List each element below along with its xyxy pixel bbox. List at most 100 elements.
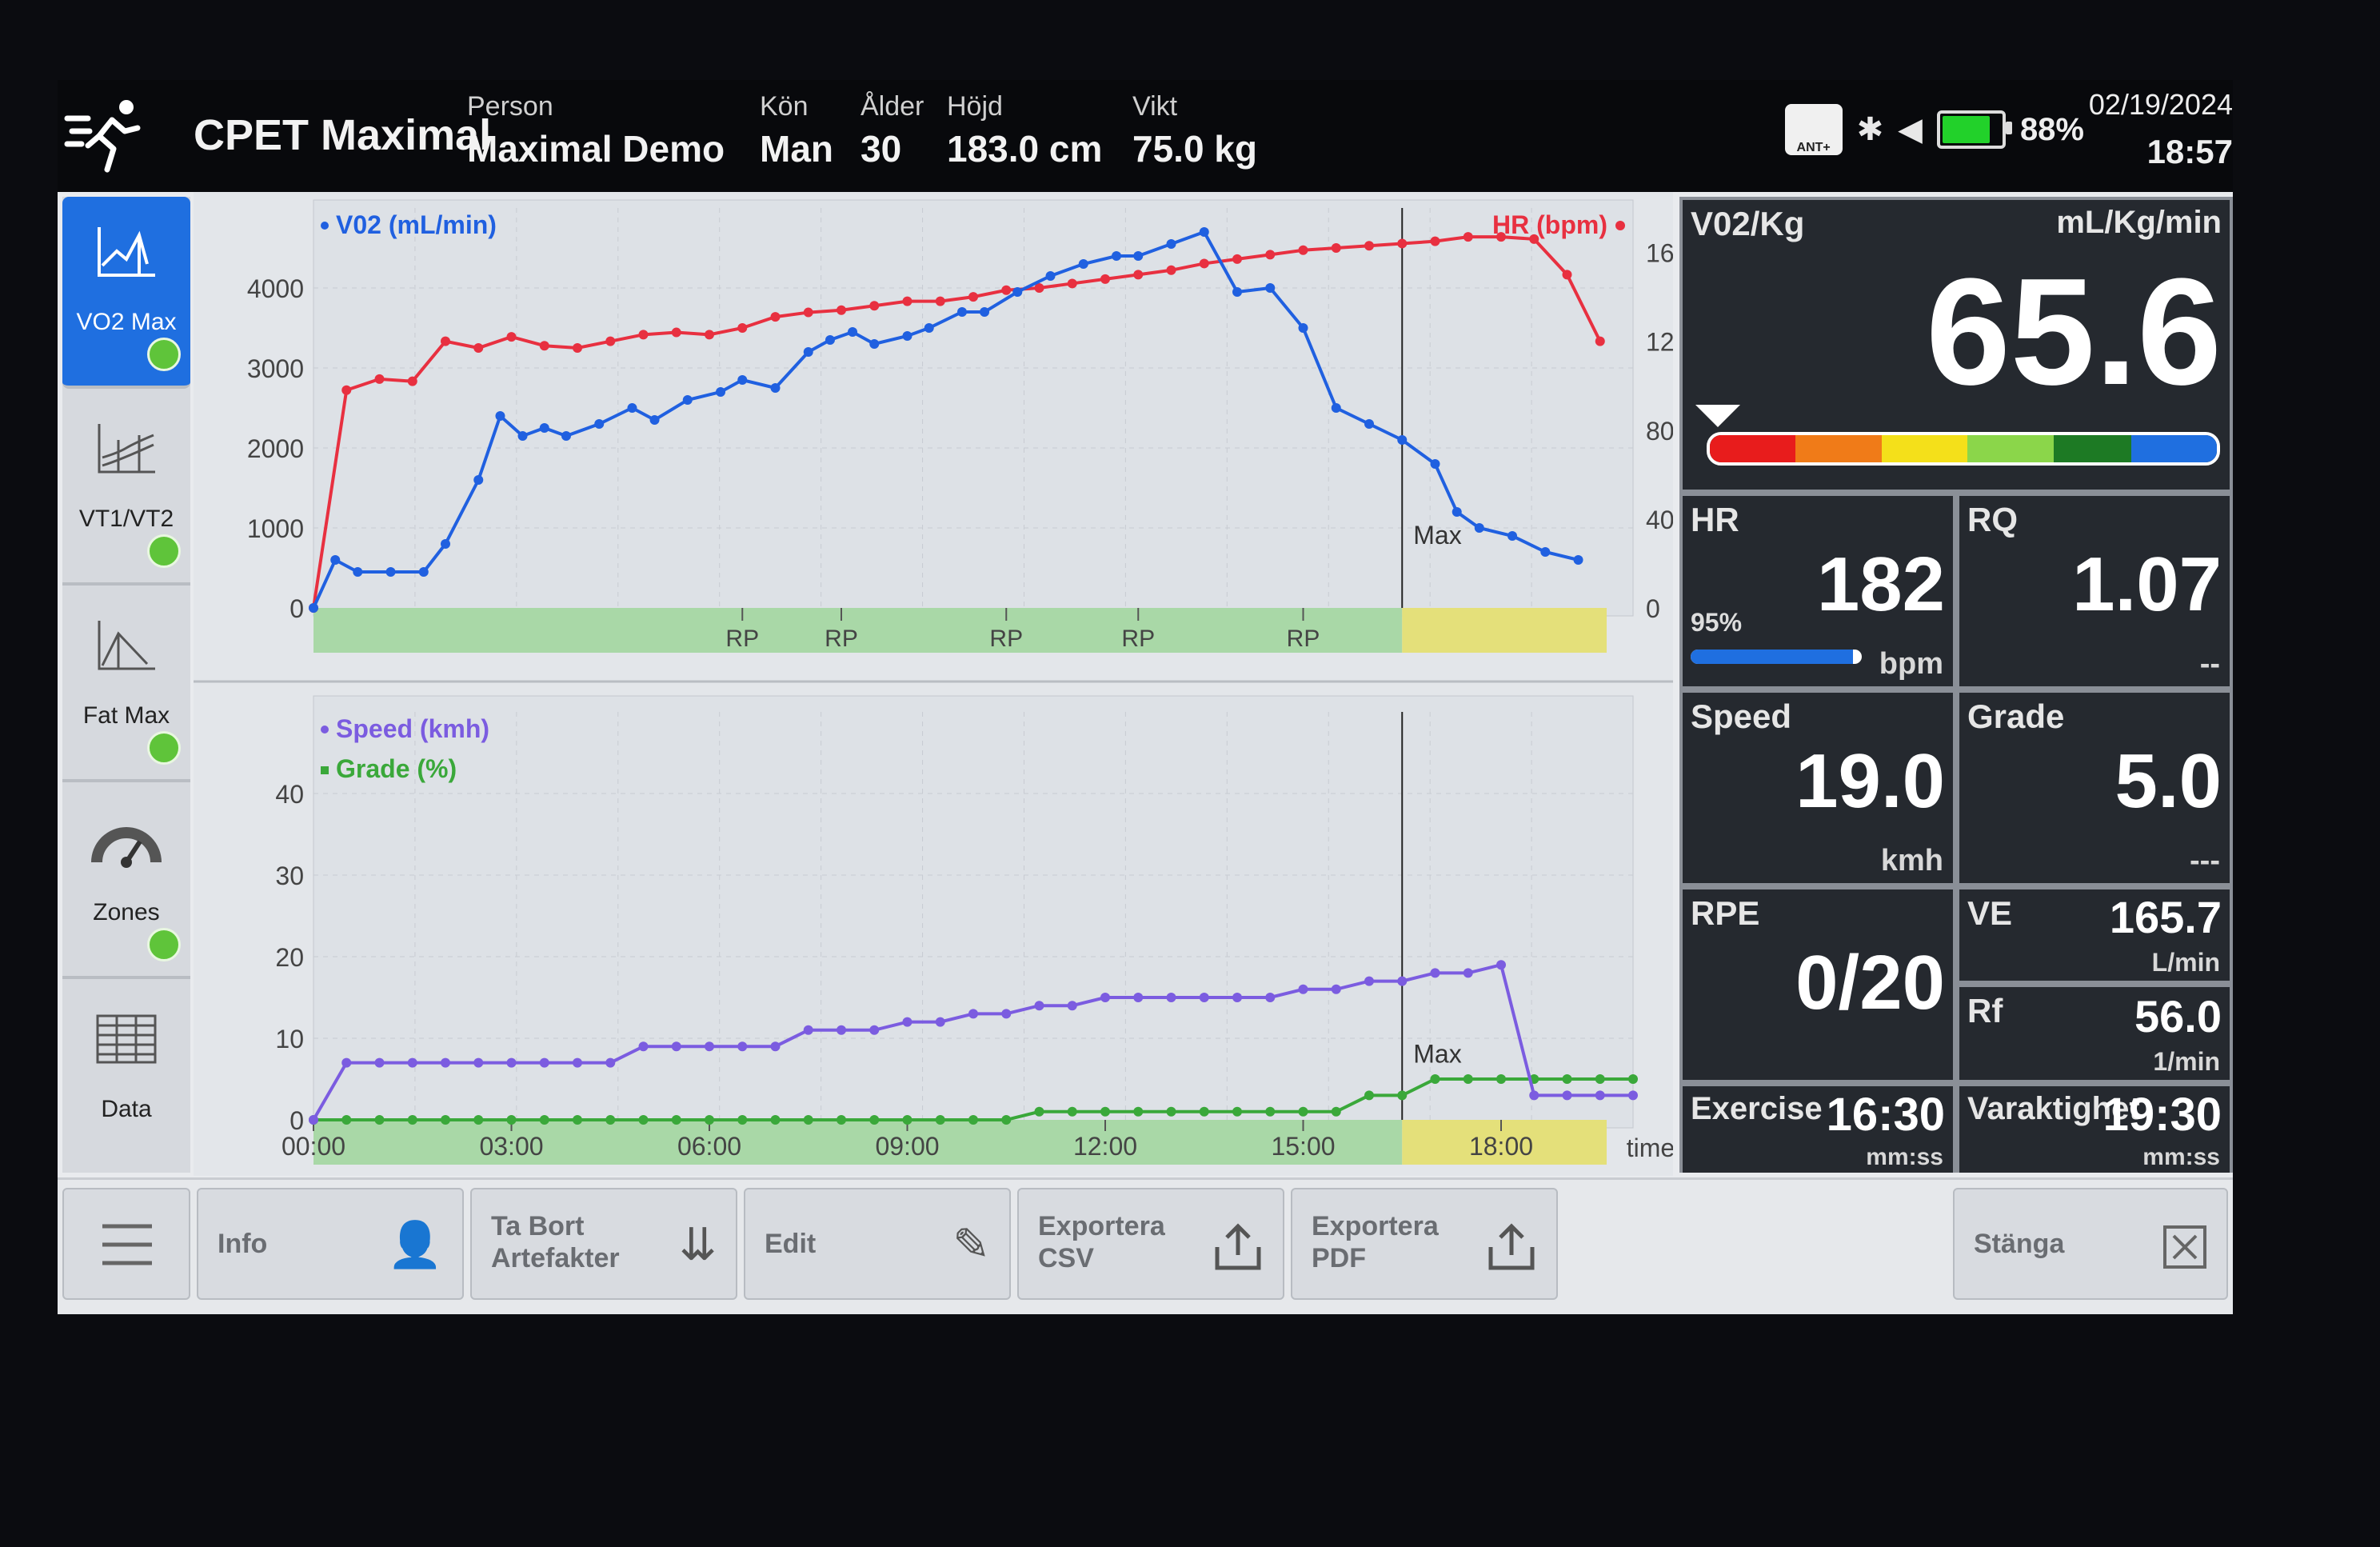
phase-band-recovery: [1402, 608, 1607, 653]
status-dot-icon: [147, 928, 181, 961]
data-point: [1430, 236, 1440, 246]
data-point: [1463, 968, 1473, 978]
screen: CPET Maximal Person Maximal Demo Kön Man…: [58, 80, 2233, 1314]
header: CPET Maximal Person Maximal Demo Kön Man…: [58, 80, 2233, 192]
data-point: [1331, 403, 1341, 413]
rp-label: RP: [825, 626, 858, 652]
data-point: [1540, 547, 1551, 557]
hr-value: 182: [1816, 542, 1945, 627]
y2-tick-label: 80: [1646, 417, 1673, 446]
sidebar-item-vt1vt2[interactable]: VT1/VT2: [62, 394, 190, 586]
rp-label: RP: [1287, 626, 1320, 652]
duration-label: Varaktighet: [1967, 1091, 2140, 1126]
y-tick-label: 0: [290, 594, 304, 623]
edit-button[interactable]: Edit ✎: [744, 1188, 1011, 1300]
ve-label: VE: [1967, 894, 2013, 932]
data-point: [1331, 243, 1341, 253]
close-button[interactable]: Stänga: [1953, 1188, 2228, 1300]
close-button-label: Stänga: [1974, 1229, 2065, 1259]
data-point: [441, 336, 450, 346]
y2-tick-label: 0: [1646, 594, 1660, 623]
data-point: [1628, 1090, 1638, 1101]
phase-band-exercise: [313, 1120, 1403, 1165]
rf-value: 56.0: [2134, 991, 2222, 1041]
data-point: [803, 307, 813, 318]
sidebar-item-zones[interactable]: Zones: [62, 787, 190, 979]
data-point: [441, 1115, 450, 1125]
data-point: [309, 603, 318, 613]
data-point: [374, 1057, 385, 1068]
data-point: [869, 1115, 880, 1125]
data-point: [594, 419, 605, 429]
data-point: [341, 1057, 352, 1068]
data-point: [1397, 1090, 1408, 1101]
legend-marker: [1615, 221, 1625, 230]
height-label: Höjd: [947, 91, 1003, 122]
data-point: [1364, 1090, 1374, 1101]
legend-marker: [321, 726, 329, 734]
data-point: [902, 1115, 912, 1125]
person-field: Person Maximal Demo: [467, 91, 725, 170]
menu-button[interactable]: [62, 1188, 190, 1300]
data-point: [1364, 976, 1374, 986]
info-button[interactable]: Info 👤: [197, 1188, 464, 1300]
x-tick-label: 09:00: [875, 1132, 939, 1161]
data-point: [1595, 1090, 1605, 1101]
data-point: [1045, 271, 1056, 281]
export-pdf-button[interactable]: Exportera PDF: [1291, 1188, 1558, 1300]
data-point: [980, 307, 990, 317]
max-label: Max: [1413, 1040, 1461, 1069]
data-point: [517, 431, 528, 441]
data-point: [473, 475, 484, 485]
y-tick-label: 40: [275, 780, 304, 809]
rq-value: 1.07: [2072, 542, 2222, 627]
legend-vo2-label: V02 (mL/min): [336, 210, 497, 239]
height-field: Höjd 183.0 cm: [947, 91, 1102, 170]
data-point: [1331, 1106, 1341, 1117]
data-point: [924, 323, 934, 333]
duration-value: 19:30: [2102, 1089, 2222, 1141]
hr-unit: bpm: [1879, 647, 1943, 681]
scale-segment: [1967, 435, 2054, 462]
sidebar-item-data[interactable]: Data: [62, 984, 190, 1173]
data-point: [1100, 274, 1110, 284]
phase-band-recovery: [1402, 1120, 1607, 1165]
data-point: [1430, 968, 1440, 978]
data-point: [1496, 232, 1506, 242]
data-point: [770, 1041, 781, 1052]
data-point: [1012, 287, 1023, 297]
remove-artifacts-button[interactable]: Ta Bort Artefakter ⇊: [470, 1188, 737, 1300]
grade-unit: ---: [2190, 844, 2220, 877]
data-point: [1232, 254, 1242, 264]
datetime: 02/19/2024 18:57: [2089, 88, 2233, 171]
data-point: [803, 1025, 813, 1035]
data-point: [638, 1115, 649, 1125]
data-point: [837, 305, 846, 315]
data-point: [1232, 1106, 1242, 1117]
data-point: [1232, 287, 1242, 297]
scale-segment: [1710, 435, 1796, 462]
data-point: [1573, 555, 1583, 565]
data-point: [770, 383, 781, 393]
data-point: [1397, 976, 1408, 986]
battery-percent: 88%: [2019, 111, 2084, 147]
sidebar-item-vo2max[interactable]: VO2 Max: [62, 197, 190, 389]
data-point: [495, 411, 505, 421]
sidebar-item-fatmax[interactable]: Fat Max: [62, 590, 190, 782]
export-csv-button[interactable]: Exportera CSV: [1017, 1188, 1284, 1300]
pencil-icon: ✎: [952, 1219, 990, 1269]
data-point: [330, 555, 341, 565]
data-point: [956, 307, 967, 317]
data-point: [1595, 1074, 1605, 1084]
y-tick-label: 20: [275, 943, 304, 972]
sidebar-item-label: Data: [101, 1096, 152, 1122]
ve-unit: L/min: [2151, 948, 2220, 977]
data-point: [682, 395, 693, 405]
data-point: [1034, 283, 1044, 293]
phase-band-exercise: [313, 608, 1403, 653]
x-axis-label: time: [1627, 1133, 1673, 1162]
data-point: [561, 431, 571, 441]
data-point: [418, 567, 429, 577]
speed-unit: kmh: [1880, 844, 1943, 877]
y-tick-label: 1000: [247, 514, 304, 543]
